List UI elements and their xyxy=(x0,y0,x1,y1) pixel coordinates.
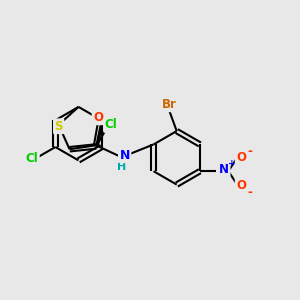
Text: Br: Br xyxy=(162,98,177,111)
Text: Cl: Cl xyxy=(105,118,118,131)
Text: O: O xyxy=(236,179,246,192)
Text: -: - xyxy=(247,185,252,199)
Text: N: N xyxy=(219,163,229,176)
Text: O: O xyxy=(236,151,246,164)
Text: +: + xyxy=(229,158,236,167)
Text: Cl: Cl xyxy=(26,152,38,165)
Text: O: O xyxy=(93,111,103,124)
Text: H: H xyxy=(117,162,126,172)
Text: N: N xyxy=(119,148,130,162)
Text: -: - xyxy=(247,145,252,158)
Text: S: S xyxy=(54,120,63,133)
